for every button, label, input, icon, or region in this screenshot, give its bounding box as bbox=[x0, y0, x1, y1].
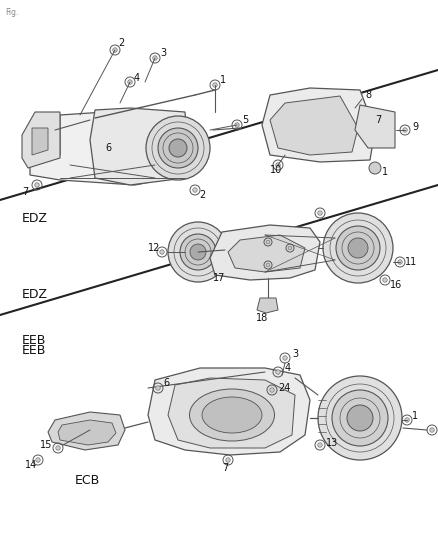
Circle shape bbox=[276, 370, 280, 374]
Polygon shape bbox=[148, 368, 310, 455]
Circle shape bbox=[153, 56, 157, 60]
Text: 7: 7 bbox=[375, 115, 381, 125]
Text: 24: 24 bbox=[278, 383, 290, 393]
Text: 3: 3 bbox=[160, 48, 166, 58]
Circle shape bbox=[156, 386, 160, 390]
Circle shape bbox=[235, 123, 239, 127]
Text: 1: 1 bbox=[220, 75, 226, 85]
Polygon shape bbox=[32, 128, 48, 155]
Circle shape bbox=[35, 183, 39, 187]
Circle shape bbox=[270, 387, 274, 392]
Polygon shape bbox=[30, 110, 185, 185]
Circle shape bbox=[318, 443, 322, 447]
Circle shape bbox=[190, 244, 206, 260]
Text: 5: 5 bbox=[242, 115, 248, 125]
Circle shape bbox=[318, 211, 322, 215]
Text: ECB: ECB bbox=[75, 473, 100, 487]
Circle shape bbox=[347, 405, 373, 431]
Text: 7: 7 bbox=[222, 463, 228, 473]
Circle shape bbox=[226, 458, 230, 462]
Polygon shape bbox=[270, 96, 358, 155]
Text: 1: 1 bbox=[412, 411, 418, 421]
Text: 9: 9 bbox=[412, 122, 418, 132]
Polygon shape bbox=[48, 412, 125, 450]
Circle shape bbox=[169, 139, 187, 157]
Text: 16: 16 bbox=[390, 280, 402, 290]
Circle shape bbox=[180, 234, 216, 270]
Polygon shape bbox=[257, 298, 278, 313]
Polygon shape bbox=[228, 235, 305, 272]
Polygon shape bbox=[58, 420, 116, 445]
Circle shape bbox=[213, 83, 217, 87]
Circle shape bbox=[276, 163, 280, 167]
Text: 8: 8 bbox=[365, 90, 371, 100]
Text: 7: 7 bbox=[22, 187, 28, 197]
Circle shape bbox=[113, 48, 117, 52]
Circle shape bbox=[160, 250, 164, 254]
Ellipse shape bbox=[190, 389, 275, 441]
Polygon shape bbox=[168, 378, 295, 448]
Circle shape bbox=[403, 128, 407, 132]
Text: 18: 18 bbox=[256, 313, 268, 323]
Text: 10: 10 bbox=[270, 165, 282, 175]
Circle shape bbox=[36, 458, 40, 462]
Text: 2: 2 bbox=[118, 38, 124, 48]
Circle shape bbox=[146, 116, 210, 180]
Circle shape bbox=[288, 246, 292, 250]
Text: EEB: EEB bbox=[22, 334, 46, 346]
Text: 6: 6 bbox=[163, 378, 169, 388]
Circle shape bbox=[283, 356, 287, 360]
Circle shape bbox=[336, 226, 380, 270]
Circle shape bbox=[332, 390, 388, 446]
Circle shape bbox=[430, 428, 434, 432]
Polygon shape bbox=[355, 105, 395, 148]
Circle shape bbox=[56, 446, 60, 450]
Circle shape bbox=[193, 188, 197, 192]
Circle shape bbox=[158, 128, 198, 168]
Text: 1: 1 bbox=[382, 167, 388, 177]
Polygon shape bbox=[262, 88, 375, 162]
Text: 3: 3 bbox=[292, 349, 298, 359]
Text: 4: 4 bbox=[134, 73, 140, 83]
Circle shape bbox=[168, 222, 228, 282]
Circle shape bbox=[318, 376, 402, 460]
Text: 2: 2 bbox=[199, 190, 205, 200]
Circle shape bbox=[348, 238, 368, 258]
Text: 6: 6 bbox=[105, 143, 111, 153]
Text: Fig.: Fig. bbox=[5, 8, 18, 17]
Circle shape bbox=[266, 263, 270, 267]
Text: EDZ: EDZ bbox=[22, 288, 48, 302]
Circle shape bbox=[405, 418, 409, 422]
Circle shape bbox=[398, 260, 402, 264]
Polygon shape bbox=[210, 225, 320, 280]
Text: 13: 13 bbox=[326, 438, 338, 448]
Text: 11: 11 bbox=[405, 257, 417, 267]
Circle shape bbox=[128, 80, 132, 84]
Text: 4: 4 bbox=[285, 363, 291, 373]
Circle shape bbox=[266, 240, 270, 244]
Text: 14: 14 bbox=[25, 460, 37, 470]
Text: 12: 12 bbox=[148, 243, 160, 253]
Text: EDZ: EDZ bbox=[22, 212, 48, 224]
Text: EEB: EEB bbox=[22, 343, 46, 357]
Circle shape bbox=[323, 213, 393, 283]
Text: 17: 17 bbox=[213, 273, 226, 283]
Polygon shape bbox=[22, 112, 60, 168]
Circle shape bbox=[383, 278, 387, 282]
Ellipse shape bbox=[202, 397, 262, 433]
Text: 15: 15 bbox=[40, 440, 53, 450]
Circle shape bbox=[369, 162, 381, 174]
Polygon shape bbox=[90, 108, 190, 185]
